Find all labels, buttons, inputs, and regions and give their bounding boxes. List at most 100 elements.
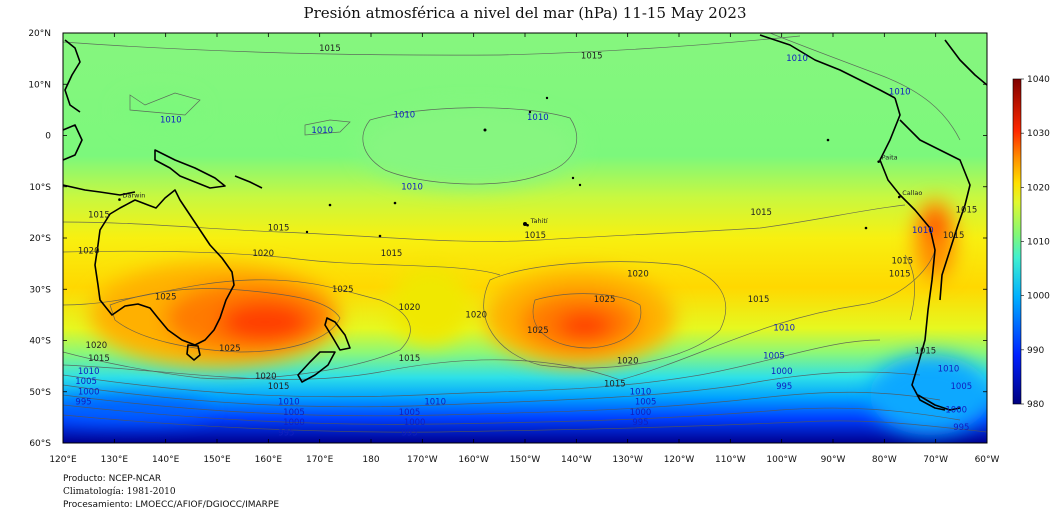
place-label: Callao [902, 189, 922, 197]
isobar-label: 1010 [424, 398, 446, 408]
isobar-label: 995 [776, 382, 792, 392]
place-marker [897, 195, 901, 199]
isobar-label: 1005 [951, 382, 973, 392]
isobar-label: 1020 [627, 269, 649, 279]
philippines-coast [64, 39, 81, 113]
isobar-label: 1025 [219, 344, 241, 354]
australia-coast [94, 189, 235, 346]
south-america-east [944, 39, 987, 86]
isobar-label: 1015 [88, 211, 110, 221]
isobar-label: 1010 [394, 111, 416, 121]
isobar-label: 1020 [399, 303, 421, 313]
place-marker [118, 198, 121, 201]
isobar-label: 1005 [75, 377, 97, 387]
place-label: Darwin [122, 192, 145, 200]
colorbar-label: 1000 [1027, 292, 1050, 302]
isobar-label: 1000 [404, 418, 426, 428]
lat-tick-label: 0 [45, 132, 51, 142]
lon-tick-label: 100°W [766, 455, 797, 465]
borneo-coast [63, 124, 83, 161]
isobar-label: 1005 [399, 408, 421, 418]
isobar-label: 1010 [78, 367, 100, 377]
solomon-islands [234, 175, 263, 189]
isobar-label: 995 [278, 428, 294, 438]
isobar-label: 995 [953, 423, 969, 433]
lon-tick-label: 120°E [49, 455, 77, 465]
isobar-lines [63, 33, 987, 433]
isobar-label: 1015 [750, 208, 772, 218]
latitude-axis: 20°N 10°N 0 10°S 20°S 30°S 40°S 50°S 60°S [28, 29, 987, 449]
isobar-label: 1020 [465, 310, 487, 320]
isobar-label: 1025 [332, 285, 354, 295]
isobar-label: 1015 [956, 205, 978, 215]
colorbar-label: 1030 [1027, 129, 1050, 139]
coastlines [63, 34, 987, 411]
lon-tick-label: 150°E [203, 455, 231, 465]
lat-tick-label: 20°N [28, 29, 51, 39]
isobar-label: 1015 [581, 52, 603, 62]
new-zealand-south [297, 351, 336, 383]
isobar-label: 1015 [915, 346, 937, 356]
isobar-label: 1010 [278, 398, 300, 408]
isobar-label: 1015 [604, 380, 626, 390]
lon-tick-label: 170°E [306, 455, 334, 465]
isobar-label: 1015 [399, 354, 421, 364]
isobar-label: 1010 [311, 126, 333, 136]
tasmania-coast [186, 344, 201, 361]
lon-tick-label: 110°W [715, 455, 746, 465]
isobar-label: 1025 [155, 293, 177, 303]
isobar-label: 1020 [252, 249, 274, 259]
new-guinea-coast [154, 149, 226, 189]
longitude-axis: 120°E 130°E 140°E 150°E 160°E 170°E 180 170°W 16… [49, 33, 1000, 465]
map-title: Presión atmosférica a nivel del mar (hPa… [303, 4, 747, 22]
isobar-label: 1015 [319, 44, 341, 54]
isobar-label: 1005 [763, 351, 785, 361]
lon-tick-label: 150°W [510, 455, 541, 465]
place-marker [526, 223, 529, 227]
south-america-west-coast [879, 97, 946, 411]
isobar-label: 1005 [283, 408, 305, 418]
central-america-coast [759, 34, 896, 99]
isobar-label: 1000 [283, 418, 305, 428]
isobar-label: 1010 [912, 226, 934, 236]
indonesia-islands [63, 184, 136, 196]
lon-tick-label: 120°W [664, 455, 695, 465]
isobar-label: 1020 [78, 246, 100, 256]
isobar-label: 1020 [255, 372, 277, 382]
lon-tick-label: 70°W [923, 455, 948, 465]
lon-tick-label: 160°W [458, 455, 489, 465]
lat-tick-label: 20°S [29, 234, 51, 244]
isobar-label: 1015 [381, 249, 403, 259]
colorbar-labels: 980 990 1000 1010 1020 1030 1040 [1021, 75, 1050, 410]
colorbar: 980 990 1000 1010 1020 1030 1040 [1012, 75, 1050, 410]
colorbar-label: 1010 [1027, 238, 1050, 248]
lon-tick-label: 80°W [872, 455, 897, 465]
isobar-label: 995 [75, 398, 91, 408]
isobar-label: 1015 [268, 382, 290, 392]
credit-product: Producto: NCEP-NCAR [63, 474, 162, 484]
isobar-label: 1000 [78, 387, 100, 397]
lon-tick-label: 130°W [612, 455, 643, 465]
lat-tick-label: 10°S [29, 183, 51, 193]
credit-processing: Procesamiento: LMOECC/AFIOF/DGIOCC/IMARP… [63, 500, 280, 510]
colorbar-label: 980 [1027, 400, 1044, 410]
isobar-label: 995 [632, 418, 648, 428]
lon-tick-label: 130°E [101, 455, 129, 465]
pressure-field [63, 33, 987, 443]
lon-tick-label: 160°E [255, 455, 283, 465]
colorbar-label: 1020 [1027, 183, 1050, 193]
isobar-label: 1010 [938, 364, 960, 374]
place-label: Paita [882, 154, 898, 162]
lat-tick-label: 50°S [29, 388, 51, 398]
isobar-label: 1005 [635, 398, 657, 408]
isobar-label: 1020 [86, 341, 108, 351]
credit-climatology: Climatología: 1981-2010 [63, 487, 176, 497]
isobar-label: 1010 [160, 116, 182, 126]
lat-tick-label: 40°S [29, 337, 51, 347]
isobar-label: 1000 [630, 408, 652, 418]
colorbar-label: 990 [1027, 346, 1044, 356]
isobar-label: 1010 [630, 387, 652, 397]
isobar-label: 1025 [594, 295, 616, 305]
